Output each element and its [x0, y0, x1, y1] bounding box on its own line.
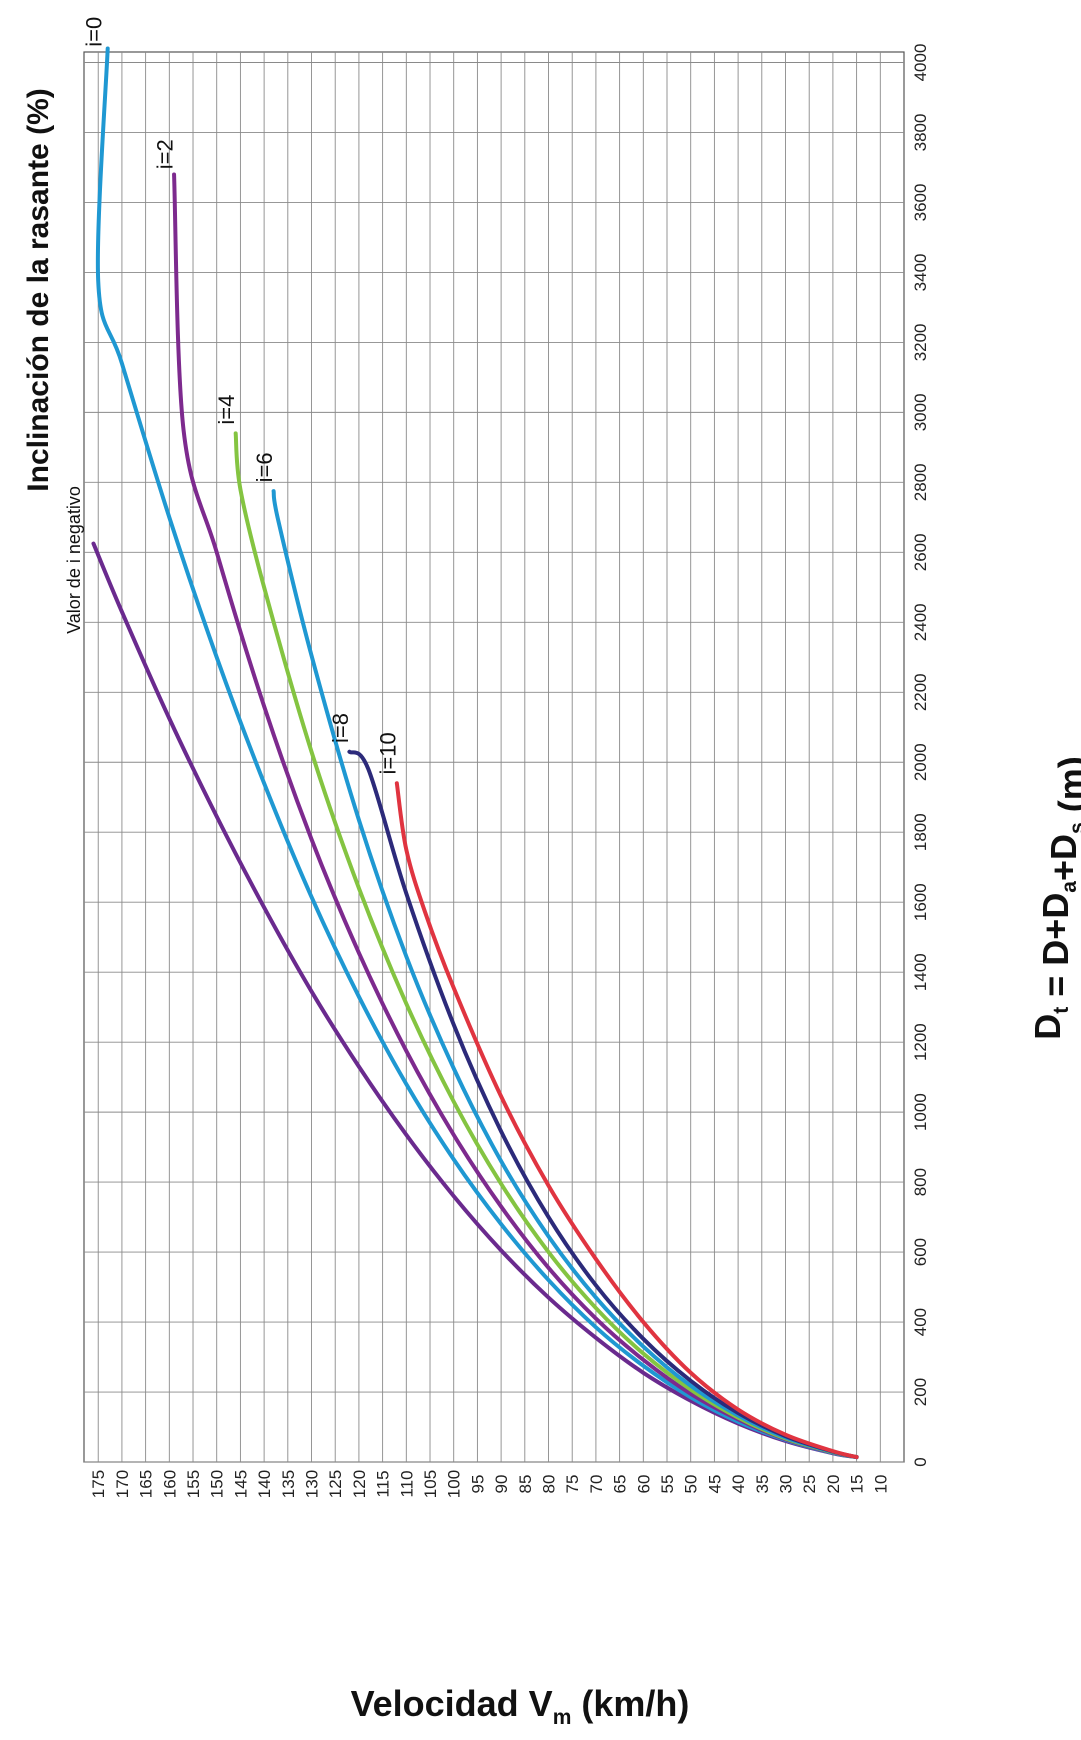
x-tick-label: 30 — [777, 1475, 796, 1494]
x-tick-label: 115 — [374, 1470, 393, 1497]
annotation-negative-i: Valor de i negativo — [64, 486, 84, 634]
series-label: i=6 — [252, 452, 277, 482]
y-tick-label: 1400 — [911, 953, 930, 991]
x-tick-label: 70 — [587, 1475, 606, 1494]
chart-series — [91, 46, 859, 1460]
y-tick-label: 2400 — [911, 603, 930, 641]
y-axis-label-part: t — [1050, 1007, 1073, 1014]
x-tick-label: 10 — [871, 1475, 890, 1494]
y-tick-label: 600 — [911, 1238, 930, 1266]
y-tick-label: 4000 — [911, 44, 930, 82]
y-axis-label-part: a — [1058, 881, 1081, 893]
x-tick-label: 160 — [160, 1470, 179, 1498]
x-tick-label: 135 — [279, 1470, 298, 1498]
series-line-i0 — [95, 46, 859, 1460]
chart-grid — [83, 51, 905, 1463]
x-tick-label: 145 — [231, 1470, 250, 1498]
x-axis-label-sub: m — [553, 1706, 572, 1729]
y-axis-label-part: D — [1027, 1014, 1068, 1040]
y-tick-label: 3200 — [911, 323, 930, 361]
x-tick-label: 155 — [184, 1470, 203, 1498]
series-label: i=2 — [153, 139, 178, 169]
x-tick-label: 25 — [800, 1475, 819, 1494]
y-axis-label-part: (m) — [1051, 756, 1081, 822]
x-axis-label-unit: (km/h) — [571, 1683, 689, 1724]
y-axis-label-part: s — [1066, 822, 1081, 834]
y-tick-label: 200 — [911, 1378, 930, 1406]
x-tick-label: 110 — [397, 1470, 416, 1497]
y-axis-label-part: = D+D — [1035, 893, 1076, 1007]
y-tick-label: 3800 — [911, 114, 930, 152]
x-tick-label: 90 — [492, 1475, 511, 1494]
x-tick-labels: 1015202530354045505560657075808590951001… — [89, 1470, 890, 1498]
x-tick-label: 125 — [326, 1470, 345, 1498]
x-tick-label: 65 — [611, 1475, 630, 1494]
x-tick-label: 35 — [753, 1475, 772, 1494]
y-tick-label: 2600 — [911, 533, 930, 571]
y-tick-label: 3400 — [911, 254, 930, 292]
y-tick-label: 400 — [911, 1308, 930, 1336]
x-tick-label: 140 — [255, 1470, 274, 1498]
x-tick-label: 40 — [729, 1475, 748, 1494]
y-axis-label: Dt = D+Da+Ds (m) — [1027, 756, 1081, 1039]
x-axis-label-main: Velocidad V — [351, 1683, 553, 1724]
series-label: i=0 — [81, 17, 106, 47]
x-tick-label: 170 — [113, 1470, 132, 1498]
series-label: i=10 — [375, 732, 400, 774]
x-tick-label: 50 — [682, 1475, 701, 1494]
y-tick-label: 3000 — [911, 393, 930, 431]
x-tick-label: 120 — [350, 1470, 369, 1498]
x-tick-label: 100 — [445, 1470, 464, 1498]
x-tick-label: 20 — [824, 1475, 843, 1494]
x-axis-label: Velocidad Vm (km/h) — [351, 1683, 690, 1729]
y-tick-label: 1000 — [911, 1093, 930, 1131]
y-tick-label: 2000 — [911, 743, 930, 781]
x-tick-label: 85 — [516, 1475, 535, 1494]
x-tick-label: 105 — [421, 1470, 440, 1498]
x-tick-label: 80 — [540, 1475, 559, 1494]
y-tick-labels: 0 200 400 600 800 1000 1200 1400 1600 1800 2000 220… — [911, 44, 930, 1467]
y-tick-label: 1800 — [911, 813, 930, 851]
y-axis-label-part: +D — [1043, 834, 1081, 881]
x-tick-label: 95 — [468, 1475, 487, 1494]
x-tick-label: 130 — [303, 1470, 322, 1498]
y-tick-label: 2800 — [911, 463, 930, 501]
series-line-i10 — [394, 781, 859, 1460]
chart-title: Inclinación de la rasante (%) — [22, 88, 55, 491]
series-label: i=8 — [328, 713, 353, 743]
x-tick-label: 55 — [658, 1475, 677, 1494]
x-tick-label: 60 — [634, 1475, 653, 1494]
y-tick-label: 3600 — [911, 184, 930, 222]
y-tick-label: 1600 — [911, 883, 930, 921]
y-tick-label: 0 — [911, 1457, 930, 1466]
x-tick-label: 175 — [89, 1470, 108, 1498]
y-tick-label: 2200 — [911, 673, 930, 711]
series-labels: i=0 i=2 i=4 i=6 i=8 i=10 — [81, 17, 400, 775]
y-tick-label: 800 — [911, 1168, 930, 1196]
series-label: i=4 — [214, 395, 239, 425]
x-tick-label: 150 — [208, 1470, 227, 1498]
y-tick-label: 1200 — [911, 1023, 930, 1061]
x-tick-label: 165 — [137, 1470, 156, 1498]
x-tick-label: 45 — [705, 1475, 724, 1494]
x-tick-label: 75 — [563, 1475, 582, 1494]
x-tick-label: 15 — [848, 1475, 867, 1494]
